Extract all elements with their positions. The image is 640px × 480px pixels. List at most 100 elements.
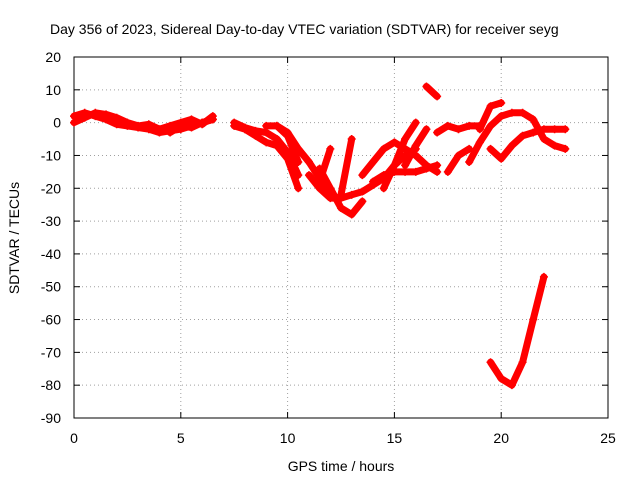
x-tick-label: 0 bbox=[70, 430, 78, 446]
y-tick-label: -60 bbox=[41, 312, 61, 328]
data-point bbox=[294, 184, 303, 193]
data-point bbox=[507, 381, 516, 390]
data-point bbox=[272, 135, 281, 144]
data-point bbox=[433, 128, 442, 137]
series-arc-5 bbox=[230, 118, 303, 180]
data-point bbox=[134, 121, 143, 130]
data-point bbox=[369, 177, 378, 186]
series-arc-19 bbox=[443, 144, 474, 176]
data-point bbox=[486, 121, 495, 130]
data-point bbox=[294, 144, 303, 153]
series-arc-22 bbox=[486, 125, 570, 163]
data-point bbox=[550, 141, 559, 150]
data-point bbox=[166, 128, 175, 137]
y-tick-label: 10 bbox=[45, 82, 61, 98]
data-point bbox=[475, 125, 484, 134]
data-point bbox=[123, 118, 132, 127]
data-point bbox=[326, 144, 335, 153]
y-tick-label: -80 bbox=[41, 377, 61, 393]
series-arc-3 bbox=[166, 115, 217, 137]
y-tick-label: -20 bbox=[41, 180, 61, 196]
data-point bbox=[347, 210, 356, 219]
data-point bbox=[443, 121, 452, 130]
y-tick-label: 20 bbox=[45, 49, 61, 65]
data-point bbox=[518, 358, 527, 367]
data-point bbox=[507, 108, 516, 117]
data-point bbox=[550, 125, 559, 134]
series-arc-21 bbox=[475, 98, 506, 134]
y-tick-label: -70 bbox=[41, 344, 61, 360]
data-point bbox=[304, 171, 313, 180]
x-tick-label: 15 bbox=[387, 430, 403, 446]
data-point bbox=[486, 102, 495, 111]
series-arc-14 bbox=[369, 161, 442, 186]
y-tick-label: -40 bbox=[41, 246, 61, 262]
data-point bbox=[337, 190, 345, 199]
y-axis-label: SDTVAR / TECUs bbox=[6, 182, 22, 294]
data-point bbox=[422, 164, 431, 173]
data-point bbox=[497, 374, 506, 383]
series-arc-20 bbox=[465, 108, 570, 167]
data-point bbox=[390, 138, 399, 147]
data-point bbox=[262, 121, 271, 130]
data-point bbox=[208, 115, 217, 124]
data-point bbox=[401, 161, 410, 170]
data-point bbox=[187, 115, 196, 124]
data-point bbox=[358, 187, 367, 196]
data-point bbox=[518, 131, 527, 140]
data-point bbox=[411, 167, 420, 176]
data-point bbox=[230, 118, 239, 127]
series-arc-17 bbox=[422, 82, 442, 101]
data-point bbox=[326, 190, 335, 199]
data-point bbox=[401, 135, 410, 144]
data-point bbox=[80, 113, 89, 122]
data-point bbox=[443, 167, 452, 176]
data-point bbox=[187, 123, 196, 132]
series-trace bbox=[273, 122, 313, 166]
series-arc-16 bbox=[401, 125, 431, 170]
data-point bbox=[144, 120, 153, 129]
data-point bbox=[315, 177, 324, 186]
data-point bbox=[497, 154, 506, 163]
data-point bbox=[454, 151, 463, 160]
data-point bbox=[529, 115, 538, 124]
data-point bbox=[91, 108, 100, 117]
data-point bbox=[358, 197, 367, 206]
data-point bbox=[497, 112, 506, 121]
series-arc-18 bbox=[433, 121, 484, 137]
data-point bbox=[539, 272, 548, 281]
data-point bbox=[465, 158, 474, 167]
data-point bbox=[433, 161, 442, 170]
data-point bbox=[507, 141, 516, 150]
data-point bbox=[518, 108, 527, 117]
data-point bbox=[422, 125, 431, 134]
data-point bbox=[561, 144, 570, 153]
data-point bbox=[283, 128, 292, 137]
data-point bbox=[390, 161, 399, 170]
data-point bbox=[337, 203, 345, 212]
x-tick-label: 10 bbox=[280, 430, 296, 446]
x-axis-label: GPS time / hours bbox=[288, 458, 395, 474]
data-point bbox=[347, 190, 356, 199]
y-tick-label: -30 bbox=[41, 213, 61, 229]
data-point bbox=[465, 121, 474, 130]
data-point bbox=[112, 113, 121, 122]
data-point bbox=[529, 128, 538, 137]
y-tick-label: -10 bbox=[41, 147, 61, 163]
data-point bbox=[240, 123, 249, 132]
data-point bbox=[411, 141, 420, 150]
data-point bbox=[486, 358, 495, 367]
data-point bbox=[497, 98, 506, 107]
data-point bbox=[529, 315, 538, 324]
grid bbox=[74, 57, 608, 418]
axis-ticks: 0 5 10 15 20 25 -90 -80 -70 -60 -50 -40 -30 -20 -10 0 10… bbox=[41, 49, 616, 446]
series-trace bbox=[337, 135, 356, 199]
data-point bbox=[294, 158, 303, 167]
y-tick-label: 0 bbox=[53, 115, 61, 131]
data-point bbox=[251, 126, 260, 135]
data-point bbox=[539, 135, 548, 144]
data-point bbox=[347, 135, 356, 144]
series-arc-12 bbox=[337, 135, 356, 199]
series-trace bbox=[487, 273, 548, 389]
plot-frame bbox=[73, 56, 609, 419]
